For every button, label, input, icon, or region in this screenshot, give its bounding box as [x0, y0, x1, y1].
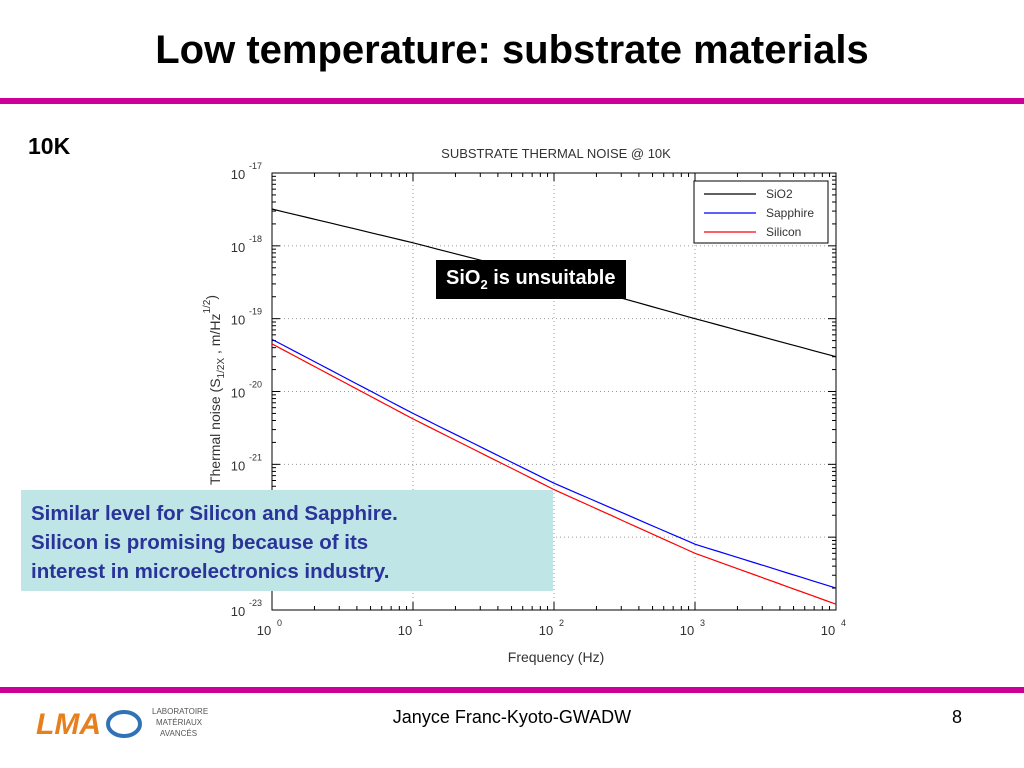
chart-title: SUBSTRATE THERMAL NOISE @ 10K	[441, 146, 671, 161]
x-tick-label: 10	[398, 623, 412, 638]
legend-label: Silicon	[766, 225, 801, 239]
slide-title: Low temperature: substrate materials	[155, 28, 869, 72]
note-line: Silicon is promising because of its	[31, 531, 369, 554]
y-tick-label: 10	[231, 458, 245, 473]
series-line-sapphire	[271, 338, 837, 589]
logo-line: MATÉRIAUX	[156, 718, 203, 727]
y-tick-exponent: -18	[249, 234, 262, 244]
legend-label: Sapphire	[766, 206, 814, 220]
y-tick-exponent: -23	[249, 598, 262, 608]
callout-subscript: 2	[480, 277, 488, 292]
legend-box	[693, 180, 829, 244]
x-tick-exponent: 0	[277, 618, 282, 628]
y-tick-label: 10	[231, 604, 245, 619]
x-tick-exponent: 3	[700, 618, 705, 628]
axis-ticks	[271, 172, 837, 611]
x-tick-exponent: 1	[418, 618, 423, 628]
x-tick-label: 10	[539, 623, 553, 638]
x-tick-label: 10	[821, 623, 835, 638]
lma-logo: LMA LABORATOIRE MATÉRIAUX AVANCÉS	[36, 707, 208, 741]
series-line-silicon	[271, 343, 837, 605]
bottom-divider	[0, 687, 1024, 693]
legend: SiO2 Sapphire Silicon	[693, 180, 829, 244]
x-axis-label: Frequency (Hz)	[508, 649, 604, 665]
x-tick-exponent: 2	[559, 618, 564, 628]
y-tick-exponent: -17	[249, 161, 262, 171]
page-number: 8	[951, 707, 962, 727]
y-tick-label: 10	[231, 167, 245, 182]
temperature-label: 10K	[28, 133, 71, 159]
logo-line: AVANCÉS	[160, 729, 197, 738]
legend-label: SiO2	[766, 187, 793, 201]
y-tick-label: 10	[231, 240, 245, 255]
y-tick-exponent: -20	[249, 380, 262, 390]
sio2-unsuitable-callout: SiO2 is unsuitable	[436, 260, 626, 299]
y-tick-exponent: -19	[249, 307, 262, 317]
conclusion-note: Similar level for Silicon and Sapphire. …	[21, 490, 553, 591]
callout-suffix: is unsuitable	[487, 267, 616, 289]
top-divider	[0, 98, 1024, 104]
noise-chart: SUBSTRATE THERMAL NOISE @ 10K 10 0 10 1 10 2 1…	[202, 146, 846, 665]
y-tick-label: 10	[231, 386, 245, 401]
y-tick-label: 10	[231, 313, 245, 328]
logo-wordmark: LMA	[36, 708, 101, 741]
logo-swirl	[106, 710, 142, 738]
x-tick-label: 10	[257, 623, 271, 638]
note-line: Similar level for Silicon and Sapphire.	[31, 502, 398, 525]
note-line: interest in microelectronics industry.	[31, 560, 390, 583]
footer-author: Janyce Franc-Kyoto-GWADW	[392, 707, 632, 727]
callout-prefix: SiO	[446, 267, 481, 289]
x-tick-label: 10	[680, 623, 694, 638]
logo-line: LABORATOIRE	[152, 707, 208, 716]
y-axis-label: Thermal noise (S1/2X , m/Hz1/2)	[202, 295, 227, 485]
y-tick-exponent: -21	[249, 452, 262, 462]
x-tick-exponent: 4	[841, 618, 846, 628]
